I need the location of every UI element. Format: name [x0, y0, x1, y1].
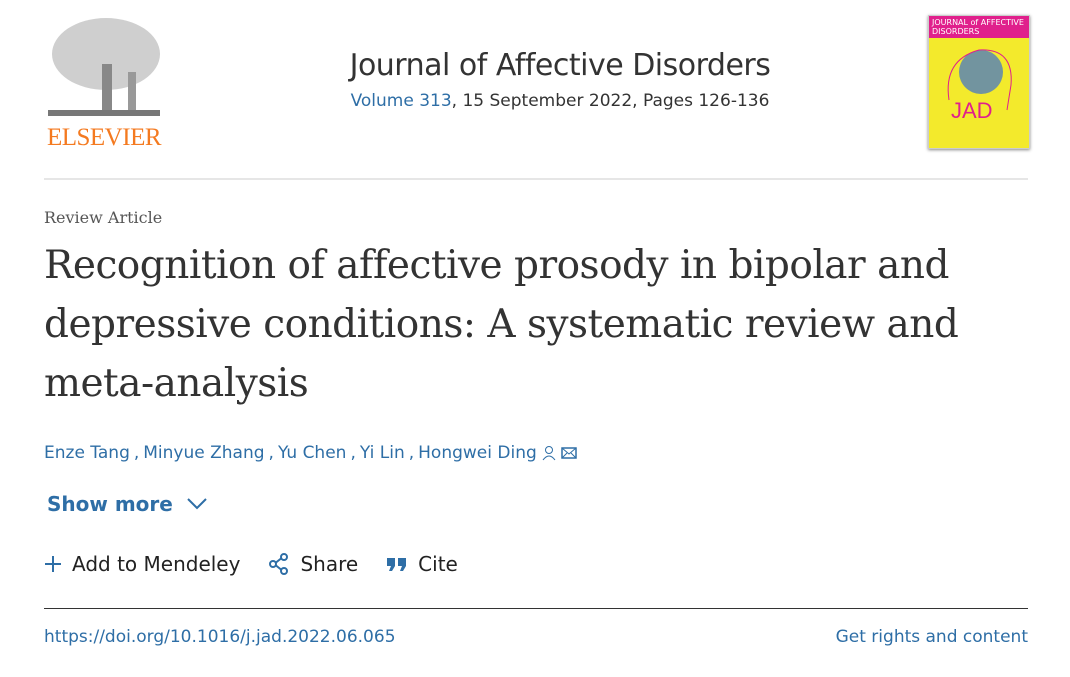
- chevron-down-icon: [187, 498, 207, 510]
- plus-icon: [45, 556, 61, 572]
- author-link[interactable]: Yu Chen: [277, 443, 347, 463]
- show-more-label: Show more: [47, 492, 173, 516]
- issue-info: , 15 September 2022, Pages 126-136: [451, 91, 770, 111]
- article-actions: Add to Mendeley Share Cite: [44, 552, 458, 576]
- article-type: Review Article: [44, 208, 163, 227]
- cite-label: Cite: [418, 552, 458, 576]
- author-link[interactable]: Enze Tang: [44, 443, 130, 463]
- author-link[interactable]: Hongwei Ding: [418, 443, 537, 463]
- cover-band: JOURNAL of AFFECTIVE DISORDERS: [929, 16, 1029, 38]
- doi-link[interactable]: https://doi.org/10.1016/j.jad.2022.06.06…: [44, 627, 396, 647]
- header-divider: [44, 178, 1028, 180]
- quote-icon: [387, 558, 407, 571]
- author-list: Enze Tang, Minyue Zhang, Yu Chen, Yi Lin…: [44, 443, 577, 463]
- journal-header: Journal of Affective Disorders Volume 31…: [200, 48, 920, 111]
- journal-cover[interactable]: JOURNAL of AFFECTIVE DISORDERS JAD: [928, 15, 1030, 149]
- cite-button[interactable]: Cite: [386, 552, 458, 576]
- actions-divider: [44, 608, 1028, 609]
- author-link[interactable]: Yi Lin: [359, 443, 405, 463]
- elsevier-wordmark: ELSEVIER: [46, 124, 162, 151]
- head-illustration-icon: [947, 49, 1012, 111]
- share-icon: [269, 553, 289, 575]
- share-label: Share: [300, 552, 359, 576]
- tree-icon: [48, 18, 160, 116]
- show-more-button[interactable]: Show more: [47, 492, 207, 516]
- envelope-icon[interactable]: [561, 446, 577, 460]
- journal-title-link[interactable]: Journal of Affective Disorders: [349, 48, 771, 83]
- mendeley-label: Add to Mendeley: [72, 552, 241, 576]
- share-button[interactable]: Share: [268, 552, 358, 576]
- author-link[interactable]: Minyue Zhang: [143, 443, 265, 463]
- rights-link[interactable]: Get rights and content: [835, 627, 1028, 647]
- add-to-mendeley-button[interactable]: Add to Mendeley: [44, 552, 240, 576]
- article-title: Recognition of affective prosody in bipo…: [44, 243, 959, 406]
- person-icon[interactable]: [541, 445, 557, 461]
- volume-link[interactable]: Volume 313: [350, 91, 452, 111]
- elsevier-logo[interactable]: ELSEVIER: [44, 14, 164, 151]
- cover-abbr: JAD: [951, 98, 993, 123]
